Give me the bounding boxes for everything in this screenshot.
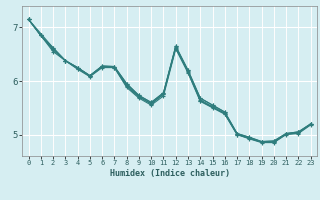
X-axis label: Humidex (Indice chaleur): Humidex (Indice chaleur) xyxy=(110,169,230,178)
